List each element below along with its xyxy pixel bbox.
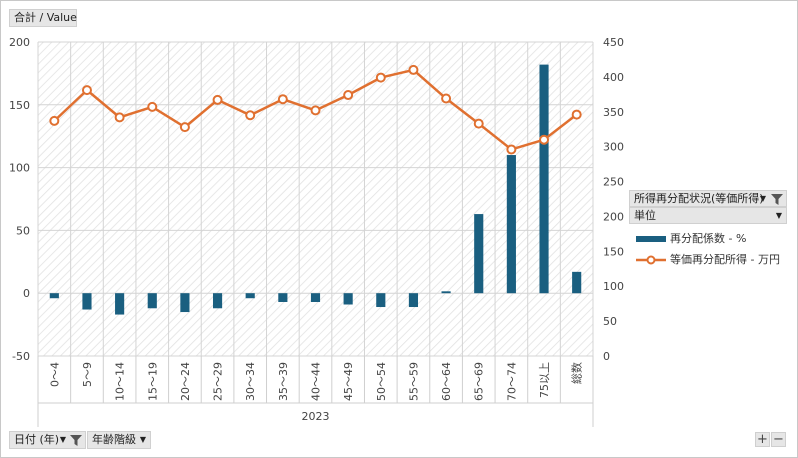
y-right-tick-label: 50 bbox=[603, 315, 617, 328]
category-tick-label: 0～4 bbox=[48, 362, 61, 387]
legend-item: 等価再分配所得 - 万円 bbox=[636, 251, 780, 267]
line-point bbox=[49, 115, 60, 126]
category-tick-label: 15～19 bbox=[146, 362, 159, 401]
category-tick-label: 55～59 bbox=[407, 362, 420, 401]
bar bbox=[180, 293, 190, 313]
category-tick-label: 25～29 bbox=[212, 362, 225, 401]
bar bbox=[343, 293, 353, 305]
line-point bbox=[310, 105, 321, 116]
y-right-tick-label: 0 bbox=[603, 350, 610, 363]
line-point bbox=[179, 122, 190, 133]
line-point bbox=[473, 118, 484, 129]
bar bbox=[82, 293, 92, 310]
line-point bbox=[375, 72, 386, 83]
age-group-field-button[interactable]: 年齢階級 ▼ bbox=[87, 431, 151, 449]
bar bbox=[572, 271, 582, 294]
chevron-down-icon: ▼ bbox=[139, 435, 146, 444]
bar bbox=[278, 293, 288, 302]
unit-filter-label: 単位 bbox=[634, 209, 656, 222]
plot-area bbox=[38, 42, 593, 356]
date-year-field-button[interactable]: 日付 (年) ▼ bbox=[9, 431, 86, 449]
category-tick-label: 45～49 bbox=[342, 362, 355, 401]
y-left-tick-label: -50 bbox=[12, 350, 30, 363]
bar bbox=[245, 293, 255, 299]
line-point bbox=[506, 144, 517, 155]
line-point bbox=[114, 112, 125, 123]
y-right-tick-label: 450 bbox=[603, 36, 624, 49]
y-right-tick-label: 350 bbox=[603, 106, 624, 119]
bar bbox=[506, 155, 516, 294]
expand-button[interactable]: + bbox=[755, 432, 770, 447]
bar bbox=[147, 293, 157, 309]
bar bbox=[376, 293, 386, 308]
date-year-field-label: 日付 (年) bbox=[14, 433, 60, 446]
category-tick-label: 総数 bbox=[570, 362, 584, 384]
bar bbox=[474, 214, 484, 294]
category-tick-label: 65～69 bbox=[473, 362, 486, 401]
category-tick-label: 50～54 bbox=[375, 362, 388, 401]
redistribution-status-filter-button[interactable]: 所得再分配状況(等価所得) ▼ bbox=[629, 190, 787, 207]
value-field-button[interactable]: 合計 / Value bbox=[9, 9, 77, 27]
line-point bbox=[343, 90, 354, 101]
y-left-tick-label: 0 bbox=[23, 287, 30, 300]
legend-item: 再分配係数 - % bbox=[636, 230, 746, 246]
value-field-label: 合計 / Value bbox=[14, 11, 77, 24]
legend-label: 等価再分配所得 - 万円 bbox=[670, 253, 780, 266]
category-tick-label: 35～39 bbox=[277, 362, 290, 401]
unit-filter-button[interactable]: 単位 ▼ bbox=[629, 207, 787, 224]
chevron-down-icon: ▼ bbox=[775, 211, 782, 220]
category-group-label: 2023 bbox=[302, 410, 330, 423]
legend-bar-swatch bbox=[636, 236, 666, 242]
line-point bbox=[81, 85, 92, 96]
bar bbox=[539, 64, 549, 294]
filter-icon bbox=[771, 194, 783, 205]
collapse-button[interactable]: − bbox=[771, 432, 786, 447]
y-right-tick-label: 300 bbox=[603, 141, 624, 154]
line-point bbox=[408, 64, 419, 75]
line-point bbox=[539, 134, 550, 145]
bar bbox=[212, 293, 223, 309]
line-point bbox=[147, 101, 158, 112]
line-point bbox=[441, 93, 452, 104]
category-tick-label: 75以上 bbox=[538, 362, 551, 398]
legend-label: 再分配係数 - % bbox=[670, 232, 747, 245]
bar bbox=[115, 293, 125, 315]
category-tick-label: 20～24 bbox=[179, 362, 192, 401]
category-tick-label: 70～74 bbox=[505, 362, 518, 401]
bar bbox=[408, 293, 419, 308]
redistribution-status-filter-label: 所得再分配状況(等価所得) bbox=[634, 192, 764, 205]
line-point bbox=[277, 94, 288, 105]
y-right-tick-label: 100 bbox=[603, 280, 624, 293]
category-tick-label: 60～64 bbox=[440, 362, 453, 401]
category-tick-label: 10～14 bbox=[114, 362, 127, 401]
category-tick-label: 30～34 bbox=[244, 362, 257, 401]
category-tick-label: 5～9 bbox=[81, 362, 94, 387]
y-left-tick-label: 200 bbox=[9, 36, 30, 49]
y-right-tick-label: 400 bbox=[603, 71, 624, 84]
line-point bbox=[245, 110, 256, 121]
bar bbox=[441, 291, 451, 294]
y-right-tick-label: 150 bbox=[603, 245, 624, 258]
bar bbox=[310, 293, 321, 302]
y-left-tick-label: 150 bbox=[9, 99, 30, 112]
bar bbox=[49, 293, 59, 299]
y-left-tick-label: 50 bbox=[16, 224, 30, 237]
line-point bbox=[571, 109, 582, 120]
y-right-tick-label: 250 bbox=[603, 176, 624, 189]
filter-icon bbox=[70, 435, 82, 446]
age-group-field-label: 年齢階級 bbox=[92, 433, 136, 446]
category-tick-label: 40～44 bbox=[310, 362, 323, 401]
legend-line-swatch bbox=[636, 255, 666, 265]
chevron-down-icon: ▼ bbox=[759, 194, 766, 203]
y-right-tick-label: 200 bbox=[603, 210, 624, 223]
y-left-tick-label: 100 bbox=[9, 162, 30, 175]
line-point bbox=[212, 94, 223, 105]
chevron-down-icon: ▼ bbox=[59, 435, 66, 444]
